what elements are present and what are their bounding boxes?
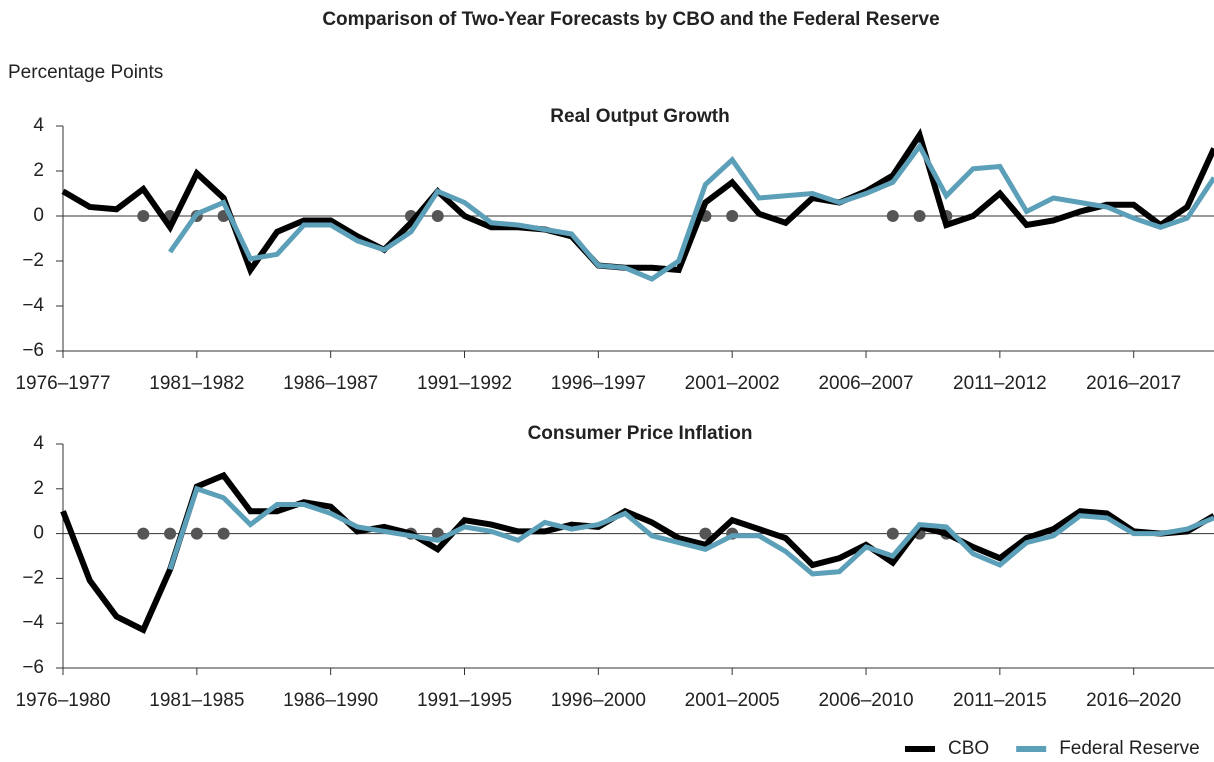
- panel-title: Consumer Price Inflation: [528, 423, 753, 444]
- y-tick-label: −6: [22, 657, 44, 678]
- x-tick-label: 1991–1995: [417, 690, 512, 711]
- y-tick-label: −2: [22, 250, 44, 271]
- y-tick-label: 0: [33, 205, 44, 226]
- series-line: [60, 471, 1214, 634]
- x-tick-label: 1981–1985: [149, 690, 244, 711]
- series-line: [61, 127, 1214, 277]
- y-tick-label: −6: [22, 340, 44, 361]
- x-tick-label: 1996–2000: [551, 690, 646, 711]
- marker-dot: [699, 527, 712, 540]
- chart-title: Comparison of Two-Year Forecasts by CBO …: [322, 9, 939, 30]
- marker-dot: [886, 210, 899, 222]
- legend-label: Federal Reserve: [1059, 738, 1199, 759]
- x-tick-label: 1981–1982: [149, 373, 244, 394]
- y-tick-label: −4: [22, 295, 44, 316]
- x-tick-label: 2011–2015: [953, 690, 1047, 711]
- marker-dot: [137, 210, 150, 222]
- x-tick-label: 1986–1990: [283, 690, 378, 711]
- x-tick-label: 2001–2002: [685, 373, 780, 394]
- x-tick-label: 1986–1987: [283, 373, 378, 394]
- y-tick-label: −4: [22, 612, 44, 633]
- marker-dot: [137, 527, 150, 540]
- x-tick-label: 2016–2017: [1086, 373, 1181, 394]
- y-axis-label: Percentage Points: [8, 62, 163, 83]
- y-tick-label: 4: [33, 433, 44, 454]
- marker-dot: [164, 527, 177, 540]
- y-tick-label: 2: [33, 478, 44, 499]
- y-tick-label: −2: [22, 567, 44, 588]
- marker-dot: [886, 527, 899, 540]
- legend-label: CBO: [948, 738, 989, 759]
- marker-dot: [431, 210, 444, 222]
- marker-dot: [726, 210, 739, 222]
- x-tick-label: 2001–2005: [685, 690, 780, 711]
- marker-dot: [913, 210, 926, 222]
- x-tick-label: 1976–1977: [15, 373, 110, 394]
- marker-dot: [190, 527, 203, 540]
- series-line: [167, 485, 1214, 577]
- y-tick-label: 2: [33, 160, 44, 181]
- marker-dot: [217, 527, 230, 540]
- x-tick-label: 1996–1997: [551, 373, 646, 394]
- y-tick-label: 4: [33, 115, 44, 136]
- y-tick-label: 0: [33, 523, 44, 544]
- x-tick-label: 2011–2012: [953, 373, 1047, 394]
- x-tick-label: 1976–1980: [15, 690, 110, 711]
- x-tick-label: 1991–1992: [417, 373, 512, 394]
- x-tick-label: 2006–2010: [818, 690, 913, 711]
- x-tick-label: 2006–2007: [818, 373, 913, 394]
- x-tick-label: 2016–2020: [1086, 690, 1181, 711]
- series-line: [168, 141, 1214, 282]
- panel-title: Real Output Growth: [550, 106, 729, 127]
